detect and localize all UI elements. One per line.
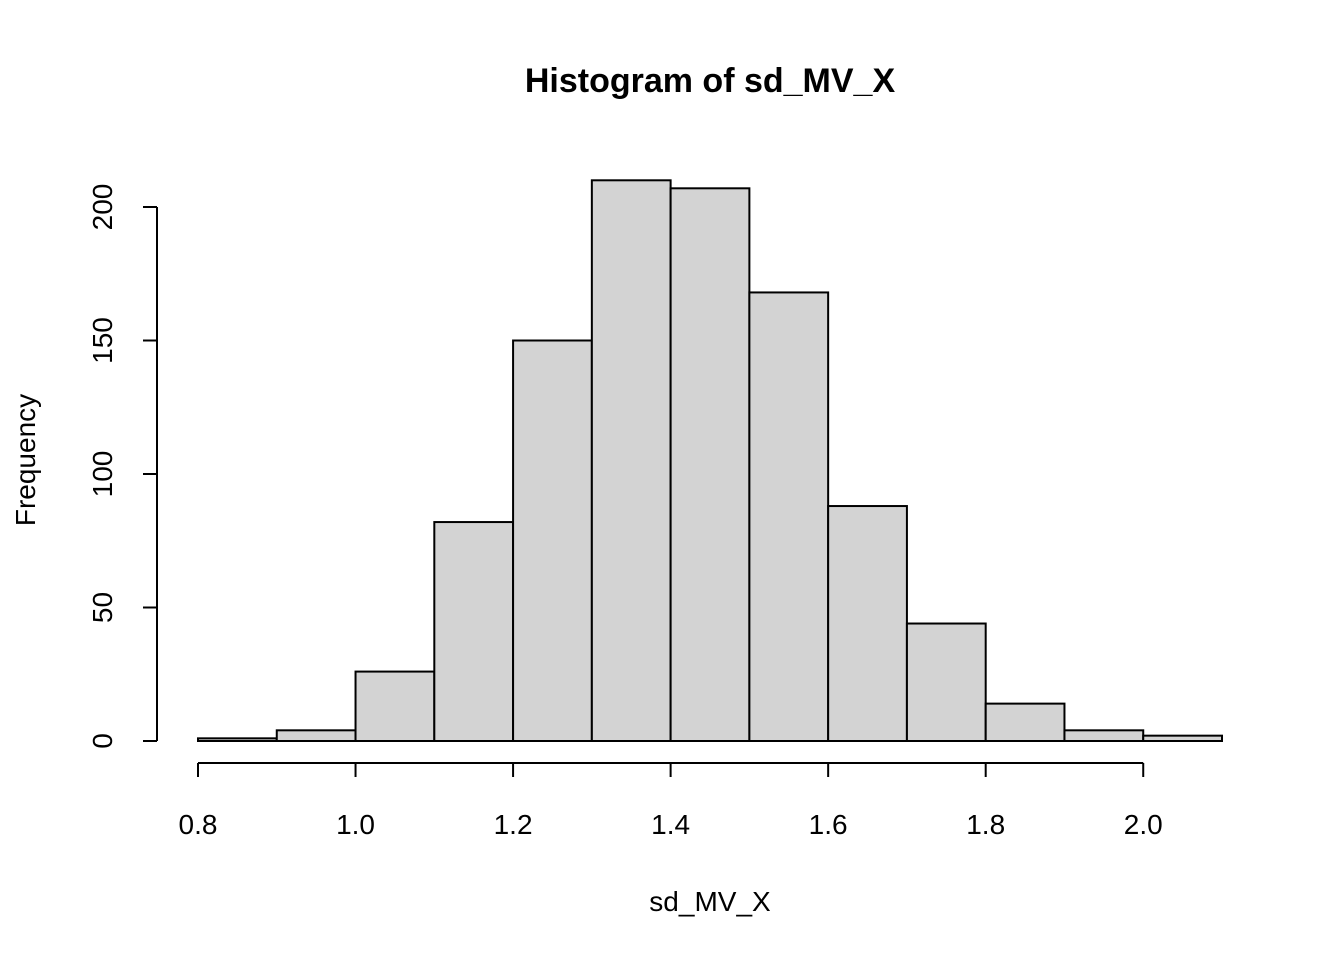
x-axis: 0.8 1.0 1.2 1.4 1.6 1.8 2.0 <box>179 762 1163 840</box>
histogram-bar-13 <box>1142 734 1223 742</box>
histogram-bar-1 <box>197 737 278 743</box>
x-tick-label-5: 1.6 <box>809 809 848 840</box>
histogram-bar-6 <box>590 179 672 743</box>
histogram-bar-8 <box>748 291 830 742</box>
histogram-bar-3 <box>354 670 436 743</box>
histogram-bar-9 <box>827 505 908 743</box>
y-tick-label-4: 150 <box>87 317 118 364</box>
y-tick-label-5: 200 <box>87 184 118 231</box>
x-tick-label-6: 1.8 <box>966 809 1005 840</box>
x-tick-label-1: 0.8 <box>179 809 218 840</box>
y-tick-label-3: 100 <box>87 451 118 498</box>
y-tick-label-1: 0 <box>87 733 118 749</box>
histogram-bar-10 <box>905 622 987 743</box>
histogram-bar-11 <box>984 702 1066 742</box>
x-tick-label-2: 1.0 <box>336 809 375 840</box>
y-axis: 0 50 100 150 200 <box>87 184 158 749</box>
histogram-bar-2 <box>275 729 357 743</box>
x-axis-label: sd_MV_X <box>649 886 771 917</box>
histogram-bar-12 <box>1063 729 1145 743</box>
histogram-bar-5 <box>512 339 593 742</box>
x-tick-label-3: 1.2 <box>494 809 533 840</box>
histogram-bars <box>197 179 1223 743</box>
y-tick-label-2: 50 <box>87 592 118 623</box>
x-tick-label-4: 1.4 <box>651 809 690 840</box>
histogram-bar-4 <box>433 521 515 742</box>
x-tick-label-7: 2.0 <box>1124 809 1163 840</box>
y-axis-label: Frequency <box>10 394 41 526</box>
chart-title: Histogram of sd_MV_X <box>525 62 896 100</box>
histogram-bar-7 <box>669 187 751 742</box>
